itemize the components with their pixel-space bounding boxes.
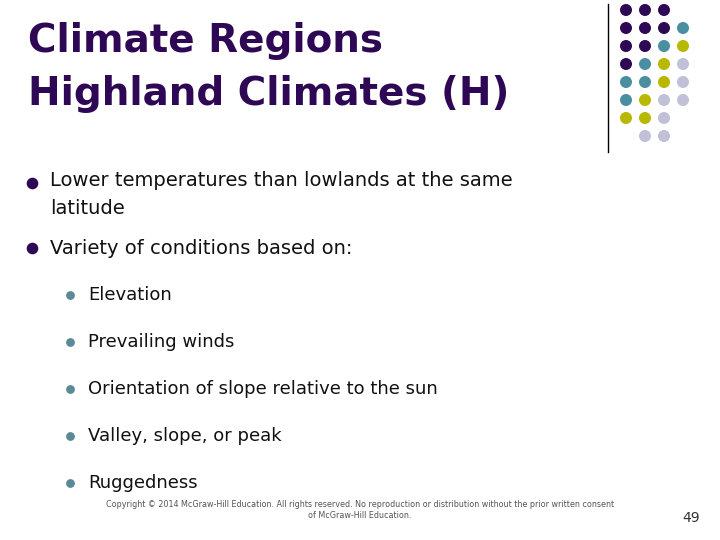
Text: Climate Regions: Climate Regions: [28, 22, 383, 60]
Circle shape: [620, 4, 632, 16]
Point: [64, 291, 76, 299]
Circle shape: [658, 76, 670, 88]
Circle shape: [620, 76, 632, 88]
Circle shape: [620, 40, 632, 52]
Text: latitude: latitude: [50, 199, 125, 219]
Circle shape: [639, 22, 651, 34]
Point: [64, 384, 76, 393]
Circle shape: [677, 94, 689, 106]
Text: Ruggedness: Ruggedness: [88, 474, 197, 492]
Text: Highland Climates (H): Highland Climates (H): [28, 75, 509, 113]
Circle shape: [677, 22, 689, 34]
Text: Copyright © 2014 McGraw-Hill Education. All rights reserved. No reproduction or : Copyright © 2014 McGraw-Hill Education. …: [106, 500, 614, 519]
Point: [64, 431, 76, 440]
Circle shape: [658, 130, 670, 142]
Circle shape: [639, 94, 651, 106]
Circle shape: [677, 58, 689, 70]
Text: Lower temperatures than lowlands at the same: Lower temperatures than lowlands at the …: [50, 172, 513, 191]
Text: 49: 49: [683, 511, 700, 525]
Circle shape: [639, 58, 651, 70]
Point: [26, 244, 37, 252]
Text: Valley, slope, or peak: Valley, slope, or peak: [88, 427, 282, 445]
Circle shape: [658, 58, 670, 70]
Circle shape: [658, 112, 670, 124]
Text: Variety of conditions based on:: Variety of conditions based on:: [50, 239, 352, 258]
Point: [64, 338, 76, 346]
Circle shape: [639, 40, 651, 52]
Circle shape: [658, 22, 670, 34]
Circle shape: [677, 76, 689, 88]
Circle shape: [639, 112, 651, 124]
Circle shape: [658, 94, 670, 106]
Text: Elevation: Elevation: [88, 286, 172, 304]
Circle shape: [677, 40, 689, 52]
Circle shape: [620, 112, 632, 124]
Circle shape: [658, 40, 670, 52]
Circle shape: [639, 76, 651, 88]
Point: [64, 478, 76, 487]
Circle shape: [639, 130, 651, 142]
Circle shape: [620, 22, 632, 34]
Text: Prevailing winds: Prevailing winds: [88, 333, 235, 351]
Circle shape: [620, 58, 632, 70]
Circle shape: [620, 94, 632, 106]
Circle shape: [639, 4, 651, 16]
Point: [26, 179, 37, 187]
Text: Orientation of slope relative to the sun: Orientation of slope relative to the sun: [88, 380, 438, 398]
Circle shape: [658, 4, 670, 16]
